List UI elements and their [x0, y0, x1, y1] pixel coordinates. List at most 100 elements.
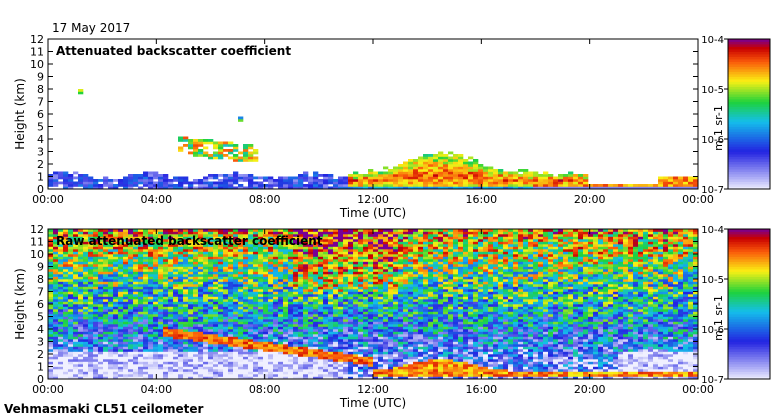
heatmap-cell [178, 296, 184, 300]
heatmap-cell [278, 336, 284, 340]
heatmap-cell [228, 301, 234, 305]
heatmap-cell [223, 276, 229, 280]
heatmap-cell [253, 156, 259, 160]
heatmap-cell [148, 276, 154, 280]
heatmap-cell [358, 184, 364, 187]
heatmap-cell [463, 176, 469, 180]
heatmap-cell [93, 376, 99, 380]
heatmap-cell [128, 344, 134, 347]
heatmap-cell [213, 349, 219, 352]
heatmap-cell [183, 231, 189, 235]
heatmap-cell [318, 329, 324, 332]
heatmap-cell [388, 179, 394, 182]
heatmap-cell [238, 156, 244, 160]
heatmap-cell [268, 251, 274, 255]
heatmap-cell [193, 299, 199, 302]
heatmap-cell [103, 254, 109, 257]
heatmap-cell [313, 231, 319, 235]
heatmap-cell [73, 314, 79, 317]
heatmap-cell [308, 186, 314, 190]
heatmap-cell [153, 296, 159, 300]
heatmap-cell [273, 349, 279, 352]
heatmap-cell [288, 309, 294, 312]
heatmap-cell [73, 304, 79, 307]
heatmap-cell [328, 179, 334, 182]
heatmap-cell [118, 276, 124, 280]
heatmap-cell [153, 284, 159, 287]
heatmap-cell [83, 309, 89, 312]
heatmap-cell [348, 179, 354, 182]
heatmap-cell [343, 249, 349, 252]
heatmap-cell [173, 261, 179, 265]
heatmap-cell [413, 161, 419, 165]
heatmap-cell [393, 184, 399, 187]
heatmap-cell [83, 339, 89, 342]
heatmap-cell [378, 179, 384, 182]
heatmap-cell [303, 291, 309, 295]
heatmap-cell [163, 319, 169, 322]
heatmap-cell [408, 184, 414, 187]
heatmap-cell [198, 306, 204, 310]
heatmap-cell [293, 351, 299, 355]
heatmap-cell [678, 184, 684, 187]
heatmap-cell [608, 186, 614, 190]
heatmap-cell [93, 339, 99, 342]
heatmap-cell [438, 154, 444, 157]
heatmap-cell [333, 239, 339, 242]
heatmap-cell [283, 176, 289, 180]
heatmap-cell [93, 291, 99, 295]
heatmap-cell [138, 174, 144, 177]
heatmap-cell [233, 181, 239, 185]
heatmap-cell [433, 159, 439, 162]
heatmap-cell [443, 161, 449, 165]
heatmap-cell [328, 234, 334, 237]
heatmap-cell [173, 244, 179, 247]
heatmap-cell [313, 174, 319, 177]
heatmap-cell [148, 316, 154, 320]
heatmap-cell [113, 334, 119, 337]
heatmap-cell [473, 164, 479, 167]
heatmap-cell [448, 184, 454, 187]
heatmap-cell [138, 261, 144, 265]
heatmap-cell [373, 256, 379, 260]
heatmap-cell [258, 374, 264, 377]
heatmap-cell [68, 324, 74, 327]
heatmap-cell [278, 316, 284, 320]
colorbar-step [728, 109, 770, 112]
heatmap-cell [138, 301, 144, 305]
heatmap-cell [118, 361, 124, 365]
heatmap-cell [328, 264, 334, 267]
heatmap-cell [58, 304, 64, 307]
heatmap-cell [328, 256, 334, 260]
heatmap-cell [103, 299, 109, 302]
heatmap-cell [263, 259, 269, 262]
heatmap-cell [173, 339, 179, 342]
heatmap-cell [338, 376, 344, 380]
heatmap-cell [73, 281, 79, 285]
heatmap-cell [298, 336, 304, 340]
heatmap-cell [363, 311, 369, 315]
heatmap-cell [63, 351, 69, 355]
heatmap-cell [288, 296, 294, 300]
heatmap-cell [78, 361, 84, 365]
heatmap-cell [353, 346, 359, 350]
heatmap-cell [453, 181, 459, 185]
colorbar-step [728, 84, 770, 87]
heatmap-cell [353, 321, 359, 325]
heatmap-cell [393, 176, 399, 180]
heatmap-cell [273, 239, 279, 242]
heatmap-cell [208, 359, 214, 362]
heatmap-cell [373, 284, 379, 287]
heatmap-cell [368, 236, 374, 240]
heatmap-cell [353, 241, 359, 245]
heatmap-cell [268, 229, 274, 232]
heatmap-cell [233, 374, 239, 377]
heatmap-cell [283, 239, 289, 242]
heatmap-cell [103, 264, 109, 267]
heatmap-cell [163, 251, 169, 255]
heatmap-cell [63, 274, 69, 277]
heatmap-cell [233, 266, 239, 270]
heatmap-cell [283, 254, 289, 257]
heatmap-cell [128, 306, 134, 310]
heatmap-cell [303, 269, 309, 272]
